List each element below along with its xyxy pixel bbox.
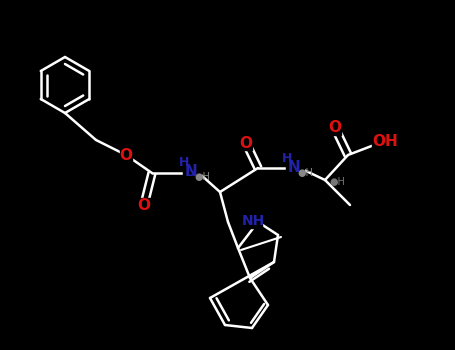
- Bar: [120, 149, 132, 161]
- Text: H: H: [282, 152, 292, 164]
- Bar: [372, 135, 396, 149]
- Bar: [240, 136, 252, 149]
- Text: ●H: ●H: [297, 168, 313, 178]
- Bar: [183, 166, 201, 180]
- Text: O: O: [120, 147, 132, 162]
- Text: H: H: [179, 156, 189, 169]
- Text: O: O: [137, 197, 151, 212]
- Bar: [286, 161, 304, 175]
- Text: NH: NH: [241, 214, 265, 228]
- Text: OH: OH: [372, 134, 398, 149]
- Text: N: N: [185, 164, 197, 180]
- Bar: [329, 121, 341, 134]
- Text: N: N: [288, 160, 300, 175]
- Text: ●H: ●H: [194, 172, 210, 182]
- Text: O: O: [329, 120, 342, 135]
- Bar: [138, 198, 150, 212]
- Text: ●H: ●H: [329, 177, 345, 187]
- Text: O: O: [239, 135, 253, 150]
- Bar: [244, 216, 262, 228]
